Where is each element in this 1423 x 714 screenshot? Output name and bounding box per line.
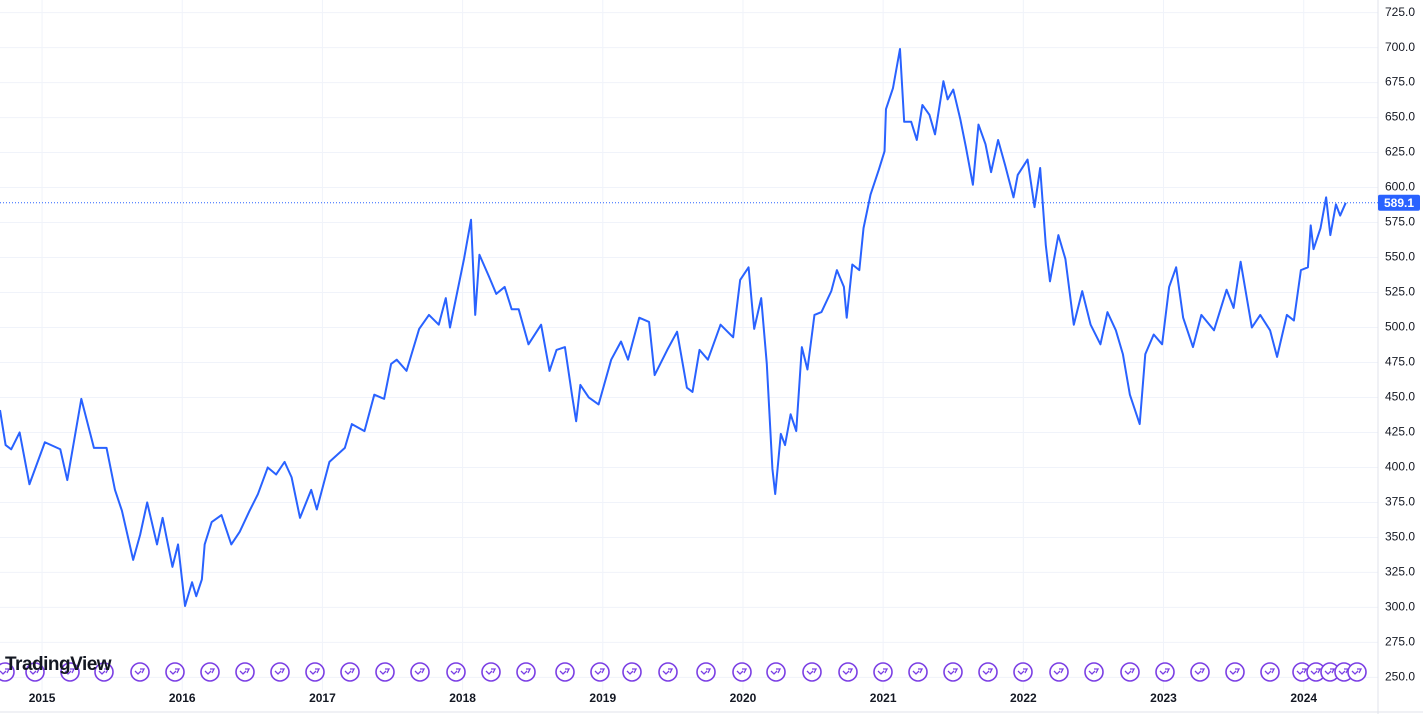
x-tick-label: 2017 [309,691,336,705]
event-icon-arrow [204,668,216,675]
price-badge-label: 589.1 [1384,196,1414,210]
x-tick-label: 2019 [589,691,616,705]
y-tick-label: 700.0 [1385,40,1415,54]
event-icon-arrow [559,668,571,675]
event-icon-arrow [485,668,497,675]
event-icon-arrow [98,668,110,675]
brand-logo: TradingView [5,654,112,675]
y-tick-label: 600.0 [1385,180,1415,194]
event-icon-arrow [770,668,782,675]
event-icon-arrow [1324,668,1336,675]
event-icon-arrow [700,668,712,675]
y-tick-label: 475.0 [1385,355,1415,369]
event-icon-arrow [379,668,391,675]
x-tick-label: 2022 [1010,691,1037,705]
y-tick-label: 625.0 [1385,145,1415,159]
x-tick-label: 2021 [870,691,897,705]
event-icon-arrow [912,668,924,675]
price-line [0,47,1347,608]
y-tick-label: 450.0 [1385,390,1415,404]
y-tick-label: 275.0 [1385,635,1415,649]
event-icon-arrow [0,668,11,675]
y-tick-label: 425.0 [1385,425,1415,439]
x-tick-label: 2015 [29,691,56,705]
price-badge [1378,194,1420,211]
y-tick-label: 400.0 [1385,460,1415,474]
event-icon-arrow [982,668,994,675]
event-icon-arrow [1159,668,1171,675]
event-icon-arrow [1351,668,1363,675]
event-icon-arrow [169,668,181,675]
event-icon-arrow [1124,668,1136,675]
event-icon-arrow [1017,668,1029,675]
y-tick-label: 575.0 [1385,215,1415,229]
x-tick-label: 2016 [169,691,196,705]
y-tick-label: 550.0 [1385,250,1415,264]
y-tick-label: 650.0 [1385,110,1415,124]
y-tick-label: 250.0 [1385,670,1415,684]
event-icon-arrow [736,668,748,675]
y-tick-label: 675.0 [1385,75,1415,89]
x-tick-label: 2023 [1150,691,1177,705]
event-icon-arrow [1296,668,1308,675]
event-icon-arrow [29,668,41,675]
event-icon-arrow [239,668,251,675]
event-icon-arrow [64,668,76,675]
x-tick-label: 2020 [730,691,757,705]
y-tick-label: 725.0 [1385,5,1415,19]
y-tick-label: 500.0 [1385,320,1415,334]
y-tick-label: 325.0 [1385,565,1415,579]
event-icon-arrow [1088,668,1100,675]
event-icon-arrow [1264,668,1276,675]
event-icon-arrow [842,668,854,675]
event-icon-arrow [594,668,606,675]
event-icon-arrow [1310,668,1322,675]
event-icon-arrow [414,668,426,675]
event-icon-arrow [450,668,462,675]
y-tick-label: 300.0 [1385,600,1415,614]
event-icon-arrow [1053,668,1065,675]
x-tick-label: 2024 [1290,691,1317,705]
event-icon-arrow [877,668,889,675]
event-icon-arrow [806,668,818,675]
y-tick-label: 350.0 [1385,530,1415,544]
y-tick-label: 525.0 [1385,285,1415,299]
event-icon-arrow [309,668,321,675]
event-icon-arrow [662,668,674,675]
event-icon-arrow [134,668,146,675]
event-icon-arrow [520,668,532,675]
event-icon-arrow [1194,668,1206,675]
event-icon-arrow [274,668,286,675]
event-icon-arrow [947,668,959,675]
y-tick-label: 375.0 [1385,495,1415,509]
event-icon-arrow [344,668,356,675]
event-icon-arrow [1229,668,1241,675]
x-tick-label: 2018 [449,691,476,705]
event-icon-arrow [626,668,638,675]
